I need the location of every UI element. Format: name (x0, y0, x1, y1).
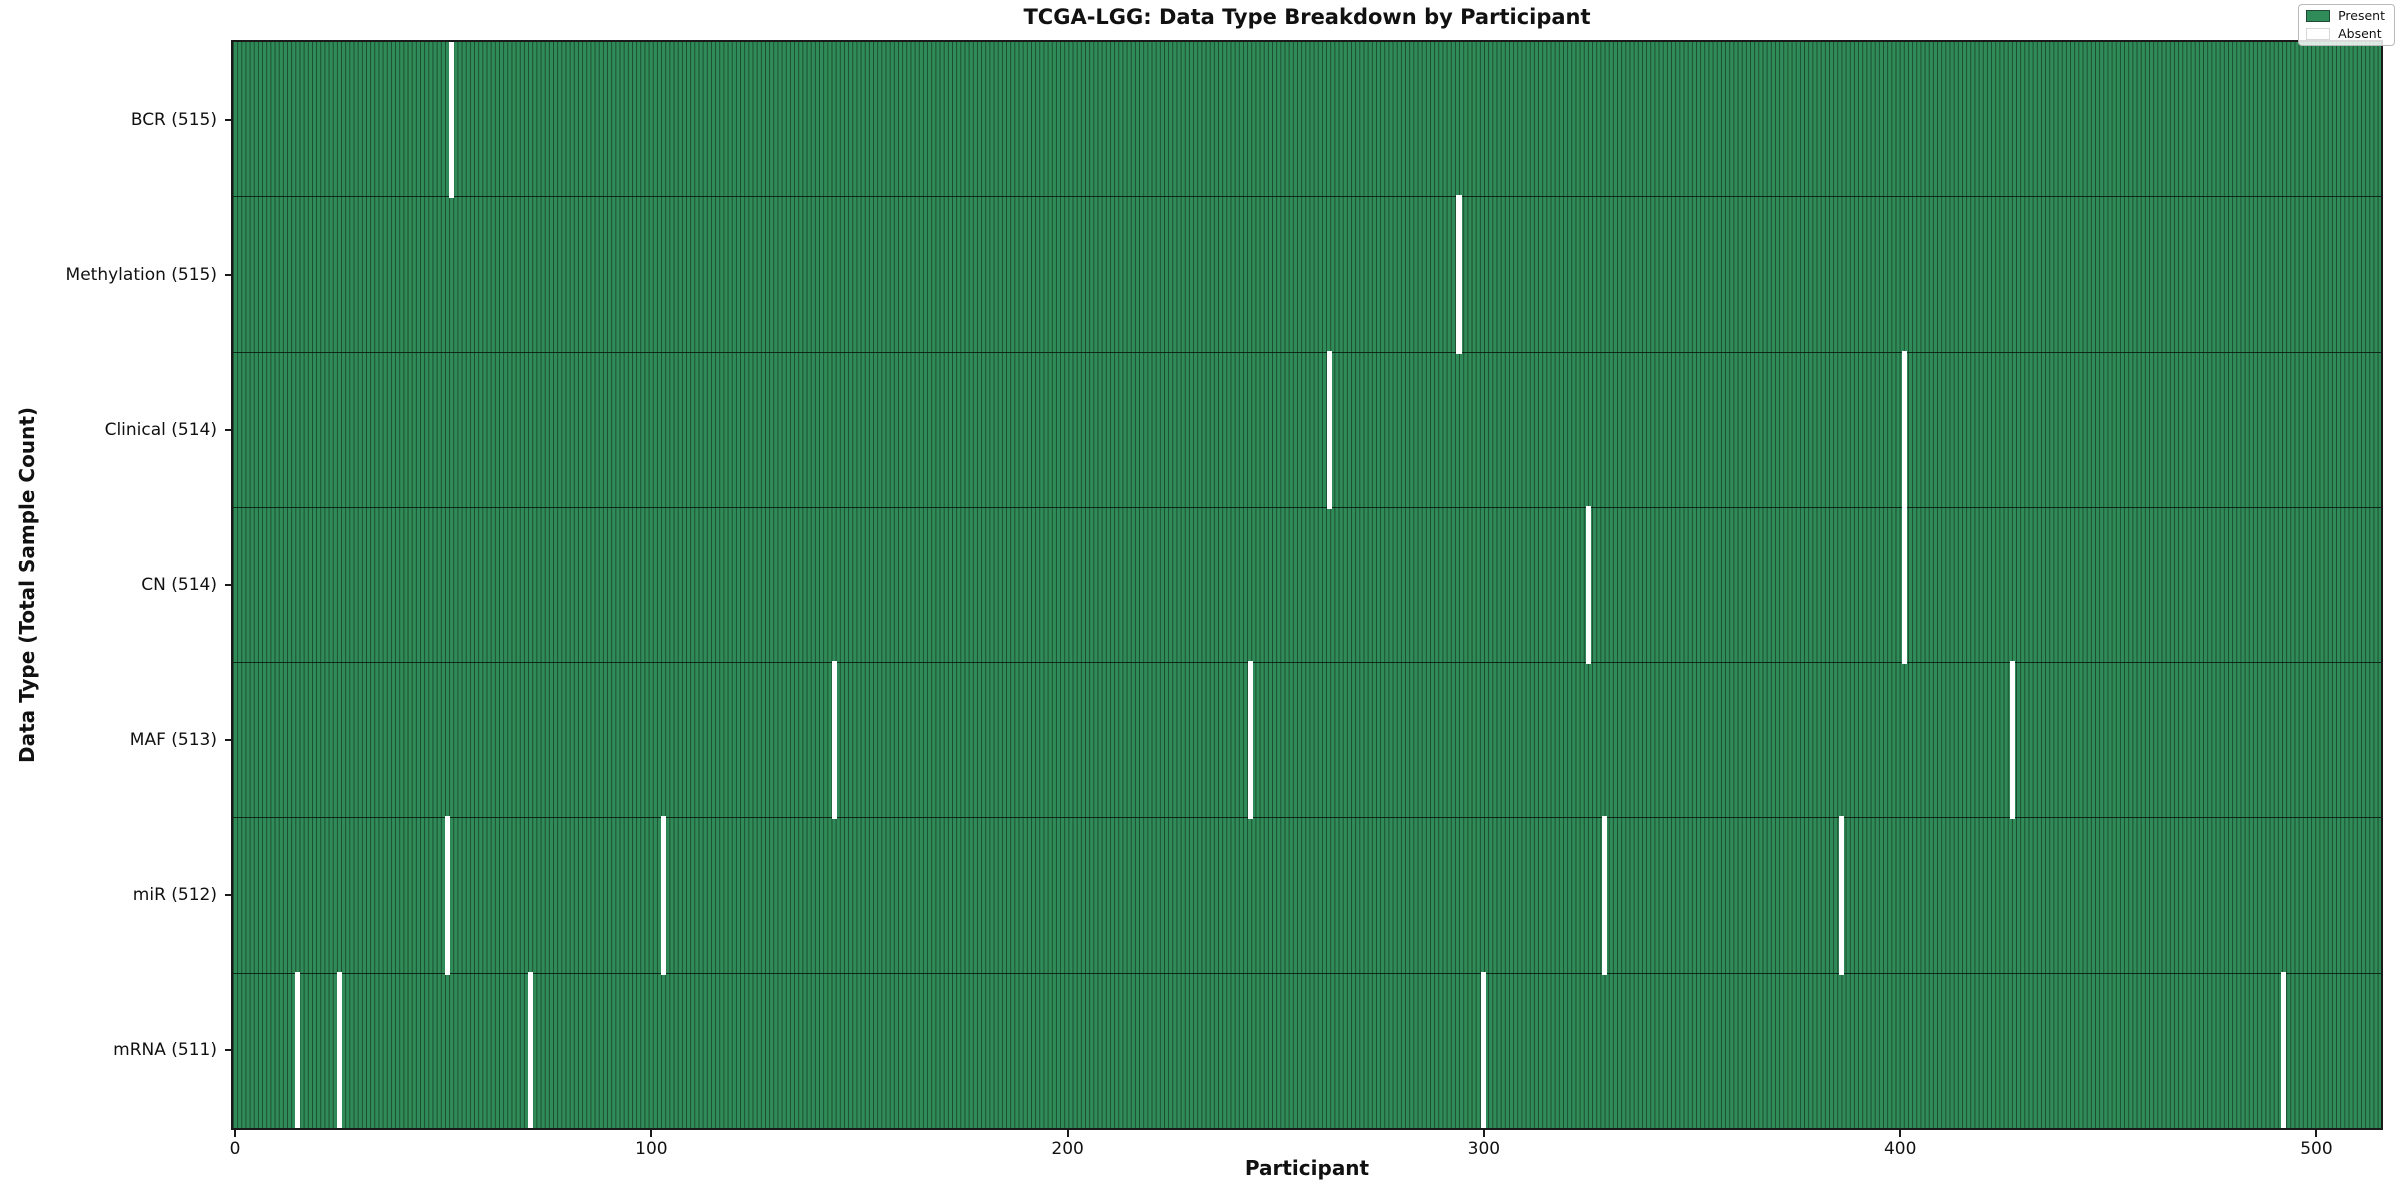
y-tick-mark (225, 1049, 233, 1052)
y-tick-mark (225, 584, 233, 586)
absent-marker (2010, 661, 2016, 820)
heatmap-row-MAF (233, 661, 2381, 820)
y-tick-label: mRNA (511) (113, 1040, 217, 1061)
x-axis-label: Participant (1244, 1156, 1370, 1180)
x-tick-label: 200 (1051, 1139, 1084, 1159)
legend: Present Absent (2298, 4, 2395, 46)
legend-present-label: Present (2338, 8, 2385, 23)
x-tick-label: 100 (635, 1139, 668, 1159)
legend-entry-present: Present (2306, 8, 2385, 23)
heatmap-row-BCR (233, 40, 2381, 199)
x-tick-label: 300 (1467, 1139, 1501, 1159)
absent-marker (2280, 971, 2286, 1130)
y-tick-mark (225, 739, 233, 742)
absent-marker (1585, 505, 1591, 665)
absent-marker (449, 40, 455, 199)
y-tick-mark (225, 273, 233, 276)
absent-marker (528, 971, 534, 1130)
absent-marker (1248, 661, 1254, 820)
x-tick-mark (1482, 1128, 1485, 1137)
y-axis: BCR (515) Methylation (515) Clinical (514)… (0, 42, 233, 1128)
absent-marker (1481, 971, 1487, 1130)
heatmap-row-Methylation (233, 195, 2381, 354)
x-tick-mark (1066, 1128, 1069, 1137)
legend-absent-label: Absent (2338, 25, 2382, 41)
heatmap-row-Clinical (233, 350, 2381, 509)
y-tick-mark (225, 118, 233, 121)
legend-absent-swatch (2306, 27, 2331, 40)
y-tick-label: CN (514) (141, 575, 217, 595)
x-axis: 0 100 200 300 400 500 (229, 1128, 2381, 1188)
absent-marker (336, 971, 342, 1130)
y-tick-label: miR (512) (132, 885, 217, 906)
y-tick-label: Methylation (515) (65, 264, 217, 285)
y-tick-label: Clinical (514) (104, 419, 217, 440)
legend-present-swatch (2306, 10, 2331, 23)
x-tick-mark (650, 1128, 653, 1137)
y-axis-label: Data Type (Total Sample Count) (15, 406, 39, 764)
absent-marker (661, 816, 667, 975)
x-tick-label: 400 (1883, 1139, 1917, 1159)
plot-area (233, 40, 2381, 1130)
chart-title: TCGA-LGG: Data Type Breakdown by Partici… (1023, 5, 1591, 29)
y-tick-mark (225, 894, 233, 897)
heatmap-row-CN (233, 505, 2381, 665)
x-tick-mark (234, 1128, 237, 1137)
absent-marker (444, 816, 450, 975)
absent-marker (1901, 505, 1907, 665)
heatmap-row-mRNA (233, 971, 2381, 1130)
x-tick-label: 500 (2300, 1139, 2333, 1159)
absent-marker (1901, 350, 1907, 509)
absent-marker (295, 971, 301, 1130)
heatmap-row-miR (233, 816, 2381, 975)
absent-marker (1456, 195, 1462, 354)
absent-marker (1839, 816, 1845, 975)
y-tick-label: MAF (513) (129, 730, 217, 751)
legend-entry-absent: Absent (2306, 25, 2385, 41)
absent-marker (832, 661, 838, 820)
absent-marker (1602, 816, 1608, 975)
x-tick-mark (1899, 1128, 1902, 1137)
x-tick-label: 0 (229, 1139, 241, 1159)
y-tick-mark (225, 428, 233, 431)
absent-marker (1327, 350, 1333, 509)
x-tick-mark (2315, 1128, 2318, 1137)
y-tick-label: BCR (515) (130, 109, 217, 130)
